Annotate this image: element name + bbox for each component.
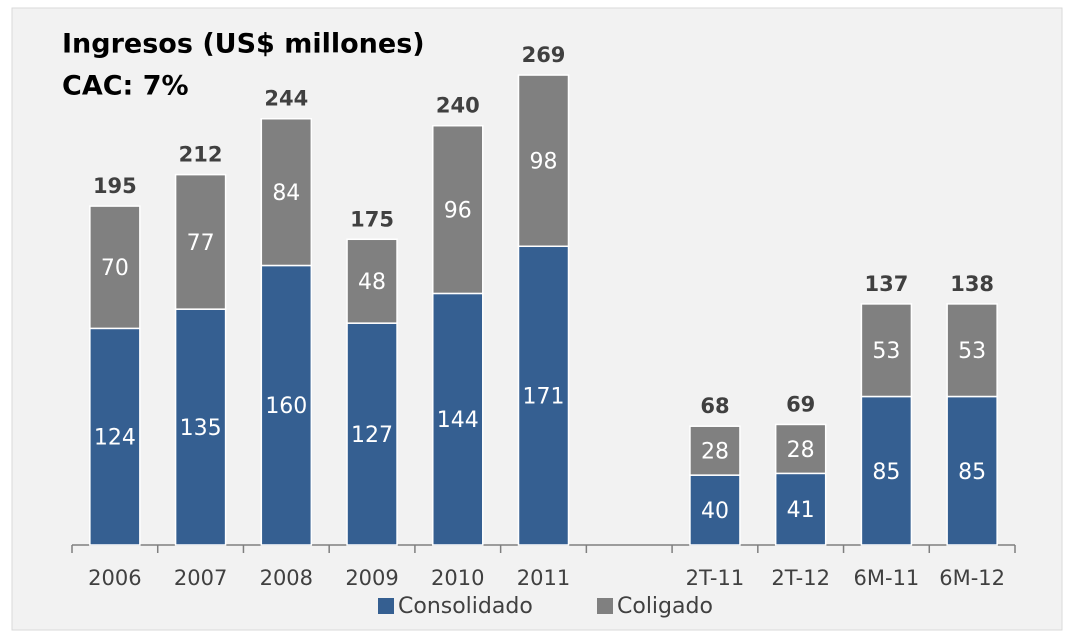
x-tick-label: 2010 [431, 566, 484, 590]
x-tick-label: 2011 [517, 566, 570, 590]
total-label: 138 [950, 272, 994, 296]
data-label: 124 [94, 426, 136, 451]
data-label: 77 [187, 231, 215, 256]
data-label: 70 [101, 256, 129, 281]
data-label: 41 [787, 498, 815, 523]
bar-segment [517, 74, 570, 248]
x-tick-label: 6M-12 [939, 566, 1005, 590]
x-tick-label: 2007 [174, 566, 227, 590]
data-label: 98 [530, 150, 558, 175]
legend-swatch [378, 598, 394, 614]
chart-title: Ingresos (US$ millones) [62, 29, 425, 60]
bar-segment [89, 205, 141, 330]
bar-segment [89, 327, 141, 546]
bar-segment [689, 474, 741, 546]
bar-segment [774, 472, 827, 546]
bar-segment [946, 303, 998, 398]
chart-subtitle: CAC: 7% [62, 71, 189, 102]
bar-segment [689, 425, 741, 476]
bar-segment [346, 322, 398, 546]
legend-swatch [597, 598, 613, 614]
x-tick-label: 2T-12 [771, 566, 830, 590]
data-label: 144 [437, 408, 479, 433]
data-label: 40 [701, 499, 729, 524]
total-label: 69 [786, 392, 815, 416]
data-label: 28 [787, 438, 815, 463]
total-label: 269 [522, 43, 566, 67]
total-label: 240 [436, 94, 480, 118]
bar-segment [346, 238, 398, 324]
total-label: 244 [264, 87, 308, 111]
data-label: 48 [358, 270, 386, 295]
bar-segment [432, 124, 484, 295]
legend-label: Consolidado [398, 594, 533, 619]
bar-segment [946, 395, 998, 546]
bar-segment [174, 308, 227, 546]
bar-segment [260, 264, 313, 546]
x-tick-label: 2T-11 [686, 566, 745, 590]
x-tick-label: 2008 [260, 566, 313, 590]
x-tick-label: 2009 [345, 566, 398, 590]
data-label: 53 [958, 339, 986, 364]
data-label: 85 [958, 460, 986, 485]
data-label: 28 [701, 440, 729, 465]
bar-segment [260, 117, 313, 267]
data-label: 127 [351, 423, 393, 448]
bar-segment [860, 395, 913, 546]
bar-segment [174, 173, 227, 310]
bar-segment [517, 245, 570, 546]
data-label: 171 [523, 385, 565, 410]
data-label: 84 [272, 181, 300, 206]
data-label: 160 [265, 394, 307, 419]
bar-segment [432, 292, 484, 546]
x-tick-label: 6M-11 [854, 566, 920, 590]
total-label: 175 [350, 207, 394, 231]
total-label: 137 [864, 272, 908, 296]
total-label: 212 [179, 143, 223, 167]
x-tick-label: 2006 [88, 566, 141, 590]
legend-label: Coligado [617, 594, 713, 619]
bar-segment [860, 303, 913, 398]
data-label: 53 [872, 339, 900, 364]
data-label: 96 [444, 199, 472, 224]
data-label: 135 [180, 416, 222, 441]
total-label: 68 [700, 394, 729, 418]
total-label: 195 [93, 174, 137, 198]
bar-segment [774, 423, 827, 475]
data-label: 85 [872, 460, 900, 485]
